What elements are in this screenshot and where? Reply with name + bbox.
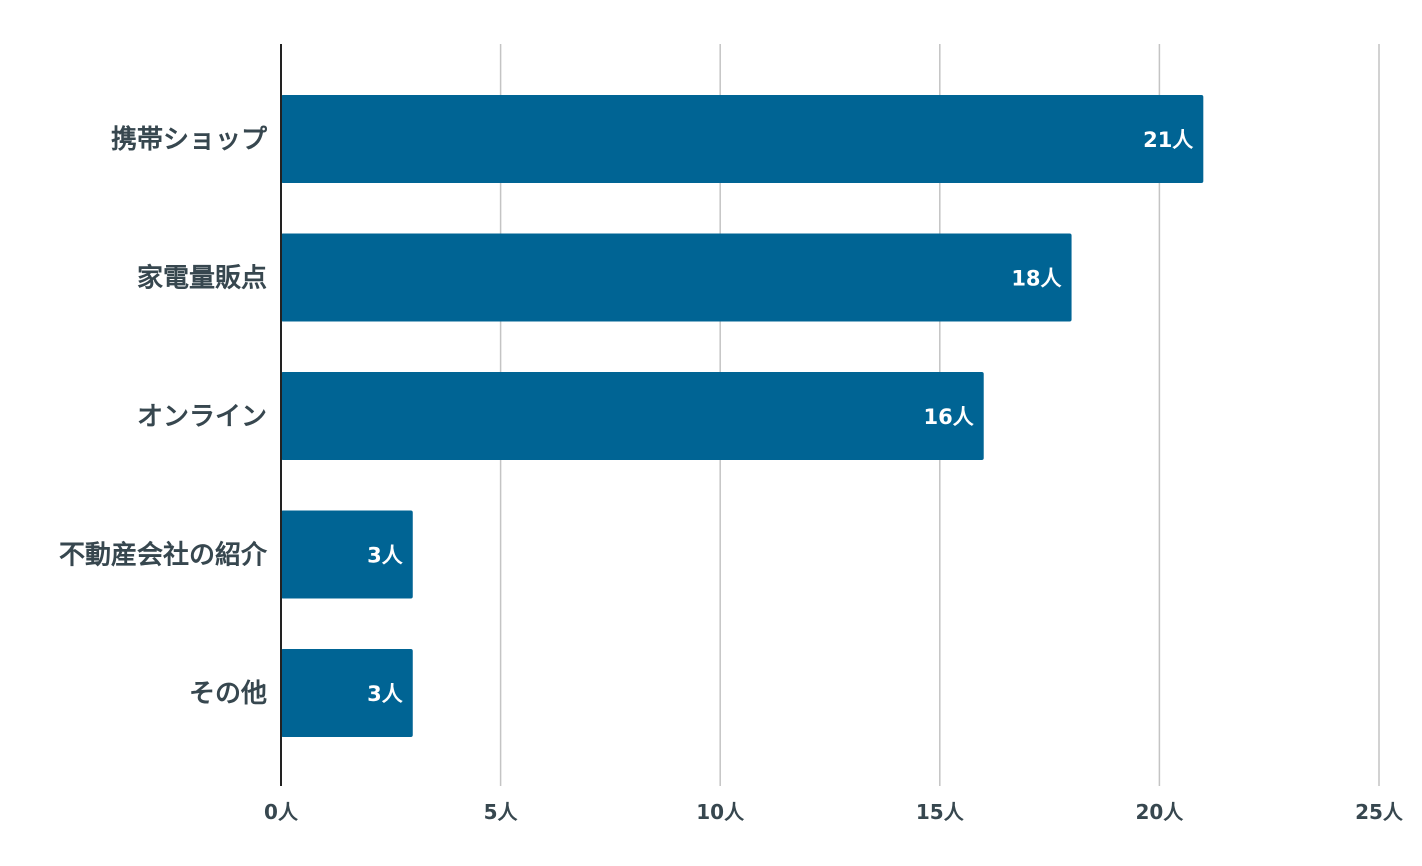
bar [281, 510, 413, 599]
bar [281, 95, 1204, 183]
x-tick-label: 20人 [1135, 800, 1184, 824]
bar [281, 649, 413, 737]
x-tick-label: 10人 [696, 800, 745, 824]
x-tick-label: 15人 [916, 800, 965, 824]
data-label: 21人 [1143, 128, 1193, 152]
x-tick-label: 0人 [264, 800, 299, 824]
data-label: 3人 [367, 544, 403, 568]
data-label: 18人 [1011, 267, 1061, 291]
data-label: 16人 [923, 405, 973, 429]
category-label: オンライン [137, 402, 267, 432]
bars [281, 95, 1204, 737]
x-tick-label: 5人 [484, 800, 519, 824]
x-tick-label: 25人 [1355, 800, 1404, 824]
bar [281, 372, 984, 460]
category-label: 携帯ショップ [111, 124, 268, 155]
data-label: 3人 [367, 682, 403, 706]
category-label: 家電量販点 [137, 263, 267, 294]
category-label: 不動産会社の紹介 [59, 540, 268, 571]
category-label: その他 [189, 679, 267, 709]
bar [281, 233, 1072, 322]
